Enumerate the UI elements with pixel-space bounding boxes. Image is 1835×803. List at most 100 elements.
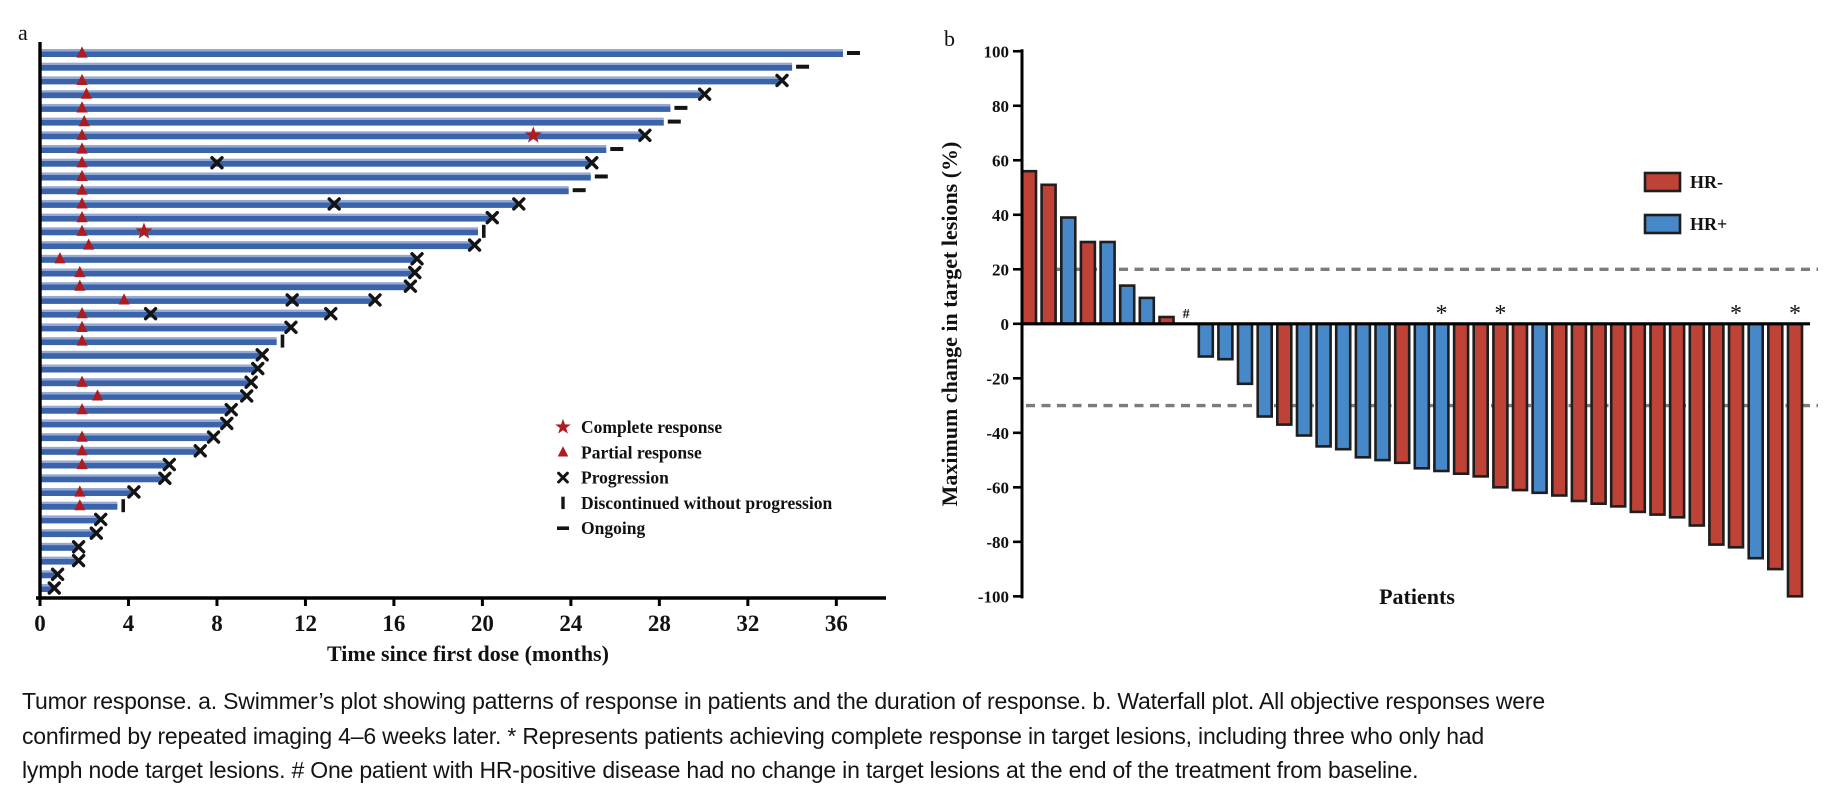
progression-x-marker <box>71 540 86 554</box>
progression-x-marker <box>143 306 158 321</box>
partial-response-triangle-marker <box>76 73 88 86</box>
complete-response-asterisk-marker: * <box>1730 301 1742 327</box>
discontinued-bar-marker <box>481 224 486 238</box>
waterfall-bar <box>1708 322 1725 546</box>
progression-x-marker <box>193 444 207 458</box>
legend-item-label: Progression <box>581 468 669 488</box>
partial-response-triangle-marker <box>74 279 86 291</box>
partial-response-triangle-marker <box>76 224 88 236</box>
progression-x-marker <box>368 293 382 307</box>
swimmer-bar <box>40 254 416 263</box>
swimmer-x-tick-label: 32 <box>736 611 759 636</box>
waterfall-bar <box>1472 322 1489 478</box>
waterfall-bar <box>1511 322 1529 492</box>
complete-response-asterisk-marker: * <box>1435 301 1447 327</box>
partial-response-triangle-marker <box>91 389 104 401</box>
complete-response-star-marker <box>135 222 153 239</box>
legend-triangle-icon <box>557 446 569 457</box>
complete-response-asterisk-marker: * <box>1494 301 1506 327</box>
swimmer-bar <box>40 378 251 387</box>
swimmer-bar <box>40 172 591 181</box>
partial-response-triangle-marker <box>54 252 66 264</box>
legend-group-label: HR- <box>1690 172 1723 192</box>
partial-response-triangle-marker <box>76 307 88 319</box>
swimmer-xaxis-label: Time since first dose (months) <box>327 641 609 666</box>
waterfall-bar <box>1727 322 1745 549</box>
progression-x-marker <box>210 156 224 170</box>
waterfall-bar <box>1590 322 1607 505</box>
swimmer-bar <box>40 529 96 538</box>
swimmer-bar <box>40 556 78 565</box>
panel-a-label: a <box>18 20 28 45</box>
swimmer-bar <box>40 350 262 359</box>
swimmer-bar <box>40 282 410 291</box>
waterfall-bar <box>1747 322 1764 560</box>
swimmer-x-tick-label: 36 <box>825 611 848 636</box>
legend-swatch-hr-positive <box>1643 213 1682 235</box>
legend-star-icon <box>555 418 571 434</box>
swimmer-bar <box>40 241 474 250</box>
waterfall-bar <box>1688 322 1706 527</box>
swimmer-bar <box>40 584 54 592</box>
waterfall-y-tick-label: -60 <box>986 478 1009 497</box>
partial-response-triangle-marker <box>76 142 88 154</box>
waterfall-bar <box>1570 322 1588 503</box>
waterfall-bar <box>1531 322 1548 495</box>
progression-x-marker <box>638 128 652 143</box>
swimmer-bar <box>40 227 478 236</box>
waterfall-bar <box>1492 322 1509 489</box>
swimmer-bar <box>40 213 492 222</box>
progression-x-marker <box>127 485 141 499</box>
legend-item-label: Discontinued without progression <box>581 493 832 513</box>
swimmer-bar <box>40 337 277 346</box>
ongoing-dash-marker <box>610 147 624 152</box>
swimmer-x-tick-label: 8 <box>211 611 223 636</box>
legend-x-icon <box>557 471 569 484</box>
swimmer-bar <box>40 433 213 442</box>
swimmer-bar <box>40 131 644 140</box>
waterfall-bar <box>1197 322 1215 358</box>
partial-response-triangle-marker <box>118 293 130 305</box>
waterfall-y-tick-label: 80 <box>992 97 1009 116</box>
progression-x-marker <box>467 238 482 252</box>
progression-x-marker <box>255 348 269 362</box>
swimmer-bar <box>40 364 257 373</box>
progression-x-marker <box>512 197 526 211</box>
discontinued-bar-marker <box>121 499 126 513</box>
progression-x-marker <box>697 87 712 101</box>
partial-response-triangle-marker <box>76 211 88 223</box>
tumor-response-figure: a b 0 4 8 12 16 20 24 28 32 36 Complete response Pa… <box>18 20 1818 666</box>
swimmer-x-tick-label: 28 <box>648 611 671 636</box>
waterfall-bar <box>1099 240 1116 326</box>
swimmer-plot: 0 4 8 12 16 20 24 28 32 36 Complete response Partia… <box>34 42 886 636</box>
complete-response-asterisk-marker: * <box>1789 301 1801 327</box>
waterfall-bar <box>1354 322 1372 459</box>
swimmer-bar <box>40 542 78 551</box>
waterfall-y-tick-label: -80 <box>986 533 1009 552</box>
progression-x-marker <box>206 430 221 444</box>
partial-response-triangle-marker <box>76 197 88 209</box>
swimmer-bar <box>40 309 330 318</box>
progression-x-marker <box>251 361 265 376</box>
waterfall-y-tick-label: 20 <box>992 260 1009 279</box>
swimmer-x-tick-label: 0 <box>34 611 46 636</box>
partial-response-triangle-marker <box>76 46 88 58</box>
swimmer-bar <box>40 488 133 496</box>
progression-x-marker <box>224 402 238 417</box>
partial-response-triangle-marker <box>76 444 88 456</box>
no-change-hash-marker: # <box>1183 307 1190 322</box>
waterfall-bar <box>1256 322 1273 418</box>
progression-x-marker <box>240 389 254 403</box>
partial-response-triangle-marker <box>76 320 88 332</box>
swimmer-bar <box>40 391 246 400</box>
legend-item-label: Ongoing <box>581 518 645 538</box>
swimmer-bar <box>40 446 200 455</box>
progression-x-marker <box>327 197 341 211</box>
progression-x-marker <box>244 375 258 389</box>
waterfall-bar <box>1217 322 1234 361</box>
waterfall-bar <box>1668 322 1686 519</box>
swimmer-bar <box>40 62 793 71</box>
swimmer-bar <box>40 117 664 126</box>
waterfall-bar <box>1609 322 1627 508</box>
